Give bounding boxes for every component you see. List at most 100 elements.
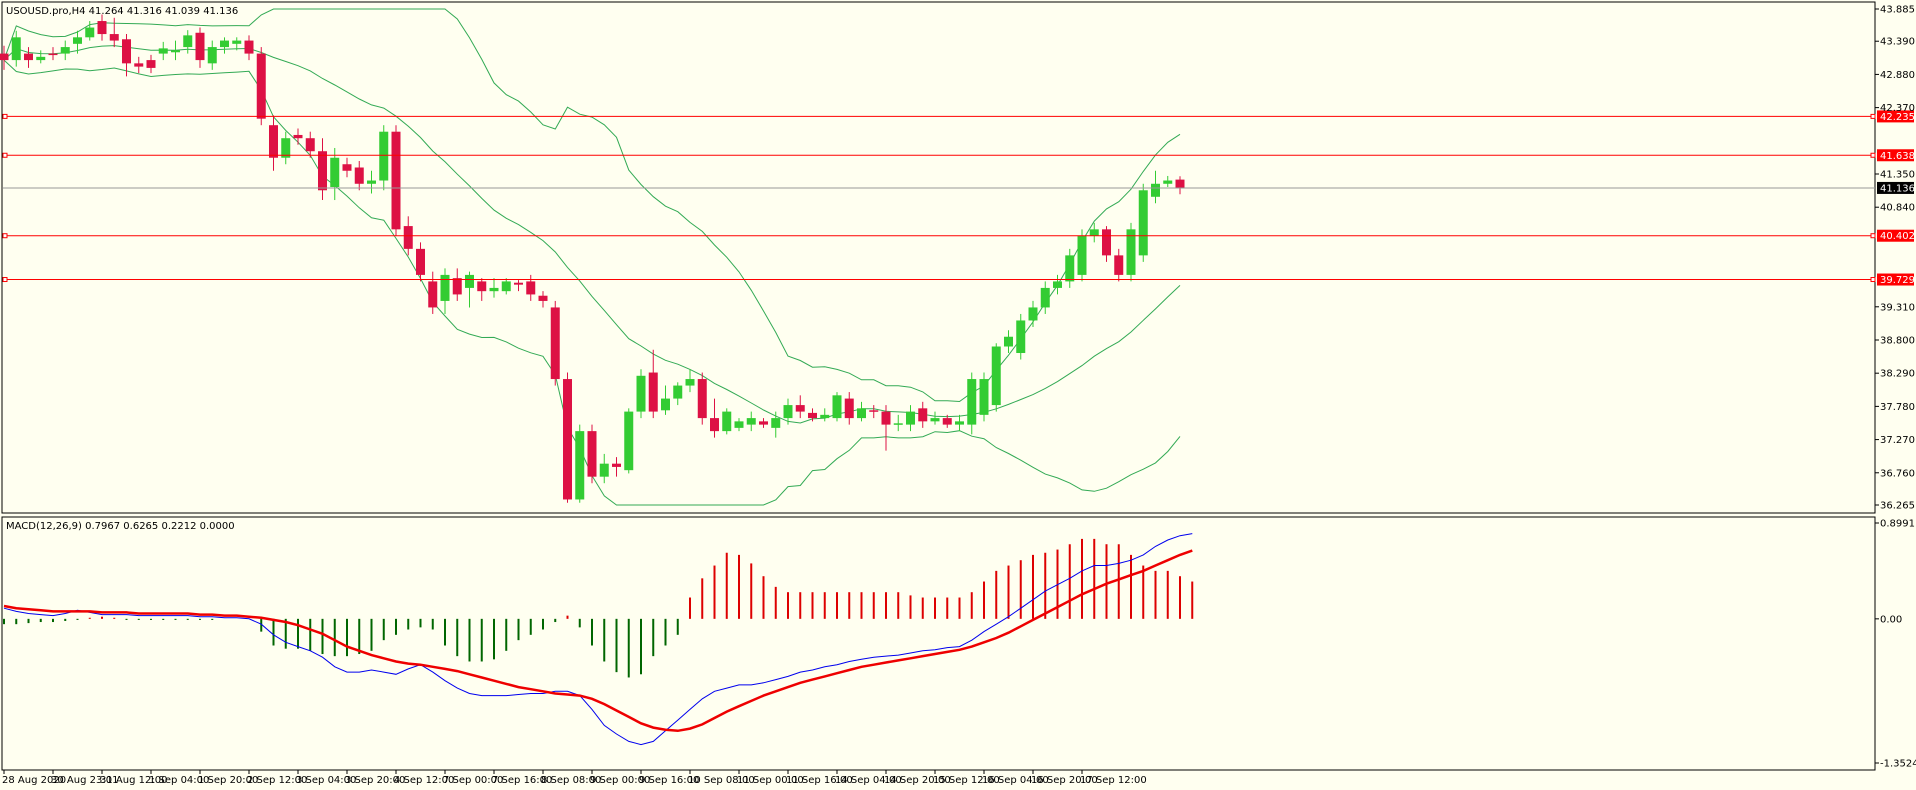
price-tick-label: 37.780 [1880,402,1915,413]
level-handle[interactable] [2,113,8,119]
candle [256,47,266,126]
candle-body [1077,235,1087,275]
macd-tick-label: 0.00 [1880,614,1902,625]
candle [1065,248,1075,288]
candle [73,30,82,54]
candle-body [942,418,952,425]
candle [624,408,634,474]
candle-body [60,47,70,54]
candle [281,131,291,165]
candle [1151,170,1160,204]
candle [955,414,964,432]
candles [0,14,1185,503]
macd-main-line [3,533,1193,746]
candle [1053,274,1062,295]
candle [134,56,144,74]
candle-body [808,412,817,419]
candle [1040,281,1050,314]
candle [367,170,376,194]
candle [967,372,977,435]
level-handle[interactable] [1870,152,1876,158]
candle-body [428,281,438,308]
candle [820,408,830,422]
candle-body [171,50,180,53]
candle [85,21,95,41]
macd-signal-line [3,549,1193,733]
candle [207,40,217,70]
level-price-box [1877,229,1914,242]
level-line[interactable]: 42.235 [2,110,1915,123]
macd-pane[interactable]: 0.8991 0.00 -1.3524 MACD(12,26,9) 0.7967 0… [1,516,1916,771]
candle-body [795,405,805,412]
level-handle[interactable] [2,152,8,158]
candle [293,128,303,145]
price-tick-label: 36.760 [1880,468,1915,479]
candle [795,395,805,419]
candle-body [563,379,572,500]
candle-body [857,408,866,419]
candle-body [440,274,450,301]
candle-body [869,410,879,412]
time-tick-label: 2 Sep 12:00 [247,775,307,786]
level-price-label: 39.729 [1880,275,1915,286]
candle-body [354,167,364,184]
candle-body [379,131,389,181]
level-price-label: 40.402 [1880,231,1915,242]
candle-body [710,418,719,432]
candle [942,414,952,428]
candle-body [1016,320,1026,354]
time-tick-label: 10 Sep 08:00 [688,775,755,786]
price-pane-title: USOUSD.pro,H4 41.264 41.316 41.039 41.13… [6,6,238,17]
current-price-box [1877,181,1914,194]
price-tick-label: 41.350 [1880,170,1915,181]
candle-body [991,346,1001,406]
time-tick-label: 14 Sep 20:00 [884,775,951,786]
candle-body [550,307,560,380]
time-tick-label: 3 Sep 20:00 [345,775,405,786]
candle-body [48,53,58,56]
time-tick-label: 3 Sep 04:00 [296,775,356,786]
level-line[interactable]: 39.729 [2,273,1915,287]
level-price-box [1877,273,1914,286]
level-handle[interactable] [1870,113,1876,119]
candle [36,50,46,64]
time-tick-label: 16 Sep 20:00 [1031,775,1098,786]
candle [844,392,854,425]
candle-body [403,226,413,249]
candle-body [906,411,915,425]
level-handle[interactable] [1870,277,1876,283]
candle [759,418,768,428]
candle-body [342,164,352,171]
candle-body [918,408,928,422]
candle-body [220,40,229,48]
level-line[interactable]: 40.402 [2,229,1915,243]
candle [575,424,585,503]
horizontal-levels[interactable]: 42.235 41.638 40.402 39.729 41.136 [2,110,1915,287]
time-tick-label: 7 Sep 00:00 [443,775,503,786]
candle [746,411,756,432]
candle [0,45,9,70]
level-handle[interactable] [1870,233,1876,239]
candle [342,157,352,178]
candle [183,30,193,54]
price-tick-label: 40.840 [1880,203,1915,214]
candle [330,147,340,201]
level-price-label: 42.235 [1880,112,1915,123]
macd-tick-label: 0.8991 [1880,519,1915,530]
candle [1102,226,1111,262]
candle-body [526,281,536,295]
candle [563,372,572,503]
candle [599,453,609,484]
candle [1175,176,1185,195]
current-price-label: 41.136 [1880,183,1915,194]
candle-body [612,463,621,467]
level-line[interactable]: 41.638 [2,149,1915,162]
candle [881,405,891,451]
candle-body [759,421,768,425]
level-handle[interactable] [2,277,8,283]
level-handle[interactable] [2,233,8,239]
candle [305,131,315,158]
candle [11,30,21,67]
